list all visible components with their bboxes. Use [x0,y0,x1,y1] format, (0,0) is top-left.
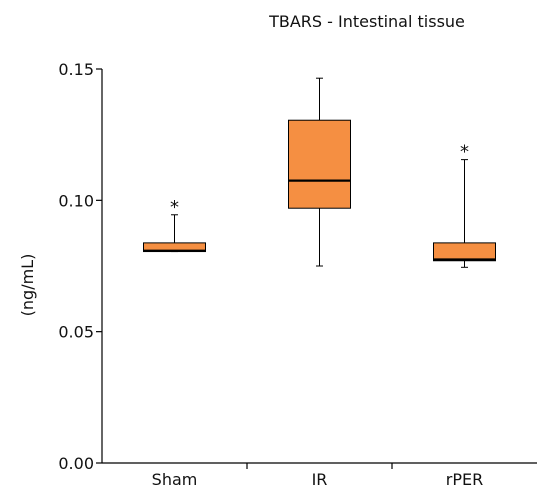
y-tick-label-0: 0.00 [58,454,94,473]
box-body-rper [433,242,496,262]
chart-title: TBARS - Intestinal tissue [268,12,465,31]
y-tick-label-2: 0.10 [58,191,94,210]
x-tick-label-rper: rPER [446,470,483,488]
box-body-ir [288,119,351,209]
box-sham: * [143,197,206,253]
box-rper: * [433,142,496,268]
y-tick-label-3: 0.15 [58,60,94,79]
box-ir [288,77,351,267]
x-tick-labels: Sham IR rPER [152,470,484,489]
x-tick-label-sham: Sham [152,470,198,488]
y-tick-labels: 0.00 0.05 0.10 0.15 [58,60,94,473]
significance-marker-sham: * [170,197,179,218]
significance-marker-rper: * [460,142,469,163]
y-axis-label: (ng/mL) [18,254,37,317]
boxes: ** [143,77,496,268]
y-tick-label-1: 0.05 [58,323,94,342]
x-tick-label-ir: IR [312,470,328,488]
axes [96,68,537,469]
